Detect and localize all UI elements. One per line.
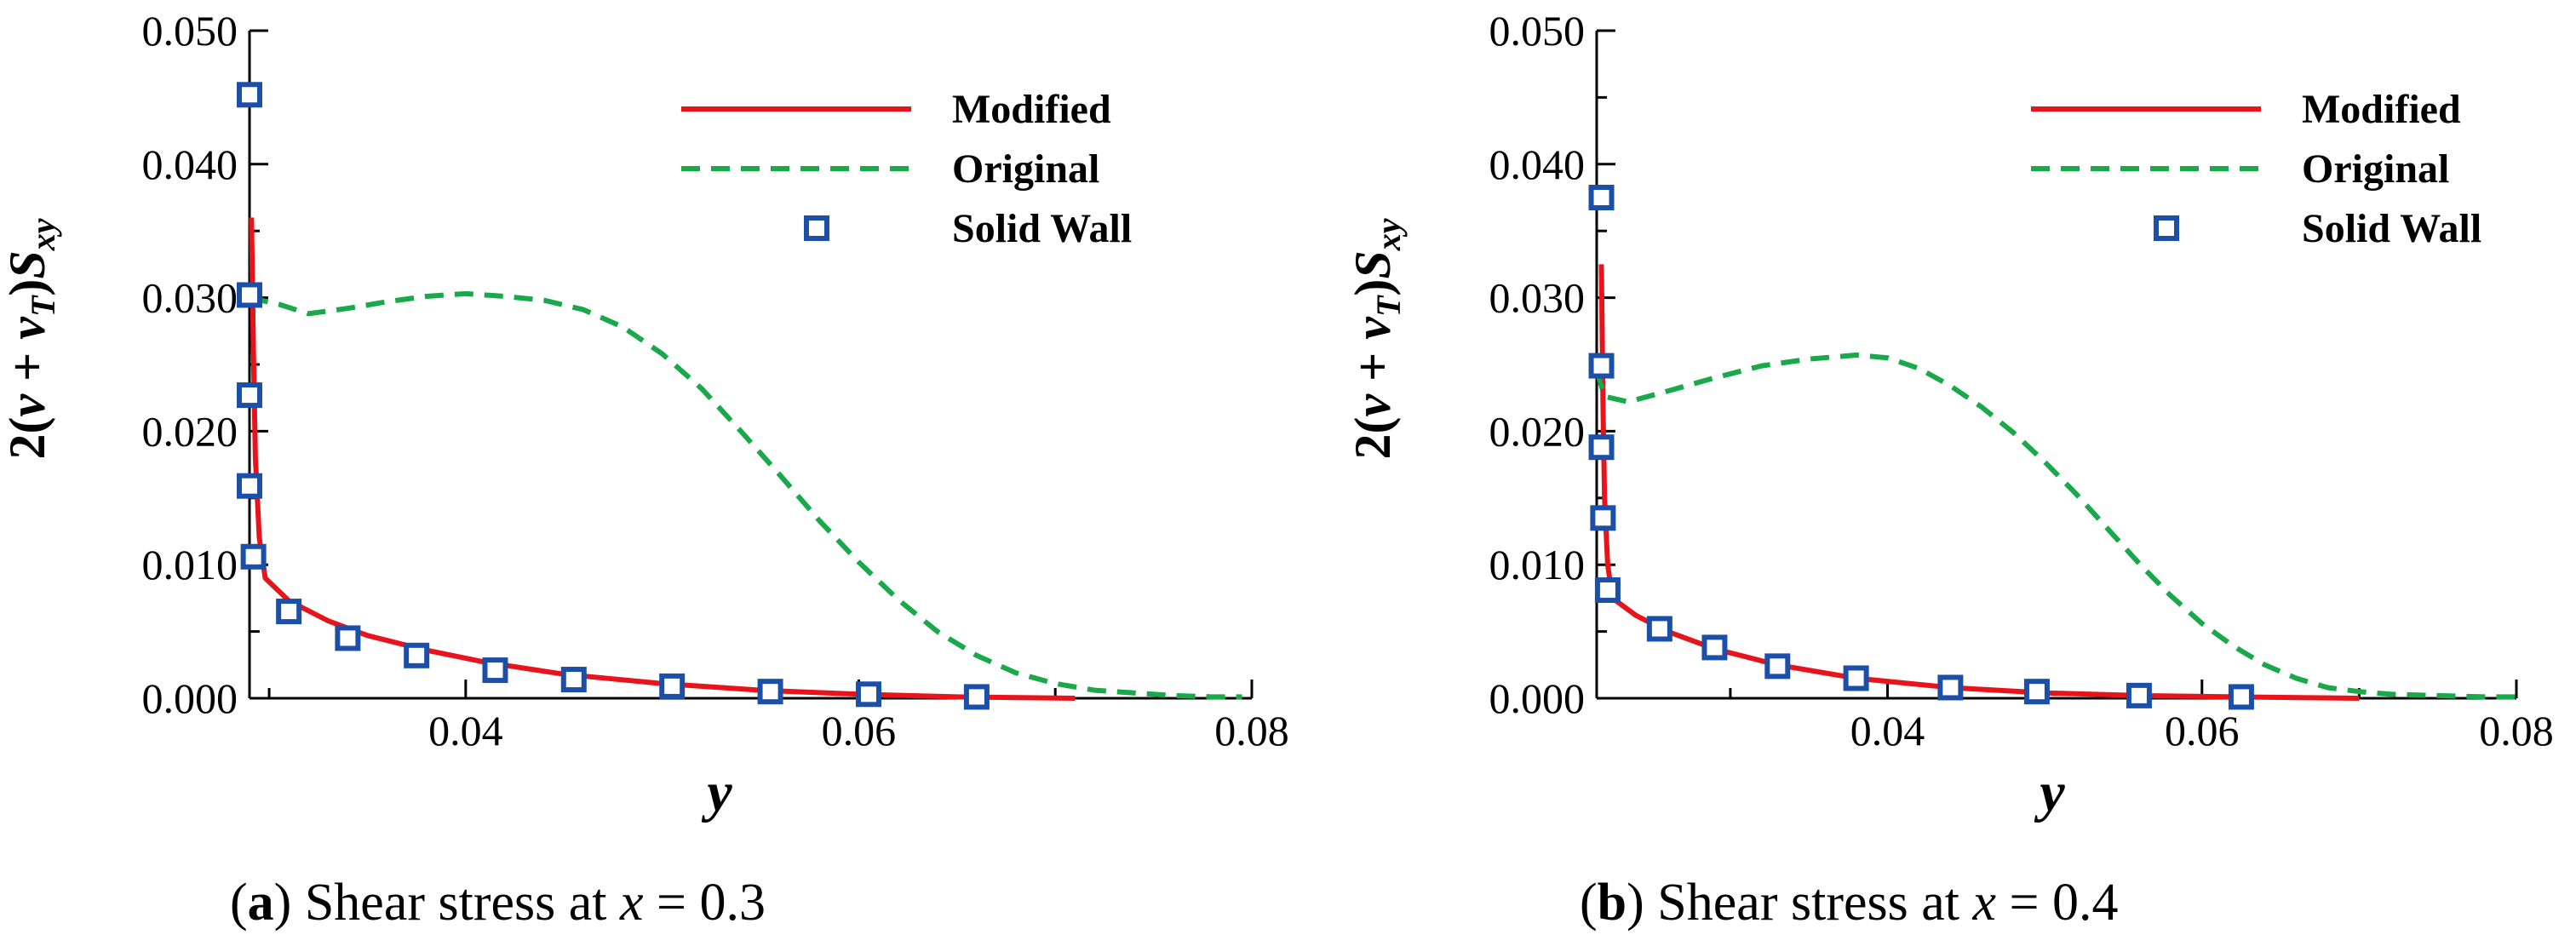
caption-open: (	[230, 874, 248, 932]
solid-wall-point	[855, 681, 881, 708]
solid-wall-point	[482, 657, 508, 684]
y-label-plus: +	[1345, 340, 1401, 394]
solid-wall-point	[237, 473, 262, 499]
y-label-s: S	[0, 250, 55, 278]
x-tick-label: 0.04	[1850, 707, 1925, 754]
panel-caption: (a) Shear stress at x = 0.3	[230, 874, 766, 932]
y-tick-label: 0.020	[1489, 407, 1586, 455]
caption-var: x	[619, 874, 644, 932]
x-axis-label: y	[701, 761, 732, 823]
x-tick-label: 0.06	[2165, 707, 2240, 754]
solid-wall-point	[1937, 674, 1964, 701]
legend-label: Solid Wall	[2302, 206, 2481, 251]
y-axis-label: 2(ν + νT)Sxy	[0, 218, 62, 459]
y-tick-label: 0.050	[1489, 7, 1586, 54]
y-tick-label: 0.010	[1489, 541, 1586, 588]
y-tick-label: 0.040	[1489, 141, 1586, 188]
caption-close: )	[1626, 874, 1644, 932]
solid-wall-point	[2228, 684, 2254, 710]
original-series-line	[249, 290, 1242, 700]
solid-wall-point	[1588, 353, 1615, 379]
y-label-nut-sub: T	[1369, 295, 1408, 317]
y-tick-label: 0.000	[142, 674, 238, 722]
y-tick-label: 0.000	[1489, 674, 1586, 722]
modified-series-line	[249, 217, 1076, 701]
solid-wall-point	[1590, 505, 1616, 531]
y-label-s: S	[1345, 250, 1401, 278]
y-axis-label: 2(ν + νT)Sxy	[1345, 218, 1408, 459]
x-axis-label: y	[2034, 761, 2065, 823]
x-tick-label: 0.06	[822, 707, 897, 754]
y-label-s-sub: xy	[24, 218, 62, 251]
y-label-close: )	[1345, 279, 1401, 296]
y-label-coef: 2(	[0, 417, 55, 460]
solid-wall-point	[276, 599, 302, 625]
caption-eq: = 0.4	[1996, 874, 2118, 932]
y-label-nut-sub: T	[24, 295, 62, 317]
legend-solid-wall-marker	[2154, 215, 2179, 241]
solid-wall-point	[1588, 185, 1615, 210]
caption-var: x	[1971, 874, 1996, 932]
solid-wall-point	[1594, 576, 1621, 603]
solid-wall-point	[1646, 616, 1672, 642]
solid-wall-point	[240, 543, 267, 570]
legend-solid-wall-marker	[804, 215, 829, 241]
caption-close: )	[274, 874, 292, 932]
y-tick-label: 0.030	[1489, 274, 1586, 322]
legend-label: Modified	[2302, 87, 2461, 132]
x-tick-label: 0.08	[1214, 707, 1289, 754]
y-label-nut: ν	[1345, 316, 1401, 340]
solid-wall-point	[237, 82, 262, 108]
solid-wall-point	[237, 382, 262, 409]
solid-wall-point	[1764, 653, 1791, 680]
caption-open: (	[1580, 874, 1598, 932]
caption-eq: = 0.3	[644, 874, 766, 932]
y-label-nu: ν	[1345, 393, 1401, 417]
solid-wall-point	[1701, 634, 1728, 661]
modified-series-line	[1598, 264, 2360, 701]
panel-caption: (b) Shear stress at x = 0.4	[1580, 874, 2118, 932]
solid-wall-point	[1843, 665, 1869, 691]
panel-a: 0.000 0.010 0.020 0.030 0.040 0.050 0.04 0.06 0.…	[0, 7, 1289, 932]
panel-b: 0.000 0.010 0.020 0.030 0.040 0.050 0.04 0.06 0.…	[1345, 7, 2554, 932]
legend-label: Original	[2302, 146, 2449, 192]
solid-wall-point	[963, 684, 990, 710]
solid-wall-point	[757, 679, 783, 705]
caption-text: Shear stress at	[1644, 874, 1973, 932]
y-tick-label: 0.050	[142, 7, 238, 54]
y-label-nut: ν	[0, 316, 55, 340]
y-tick-label: 0.020	[142, 407, 238, 455]
y-label-coef: 2(	[1345, 417, 1401, 460]
solid-wall-point	[2023, 679, 2050, 705]
solid-wall-point	[1588, 434, 1615, 461]
legend-label: Modified	[952, 87, 1111, 132]
y-tick-label: 0.030	[142, 274, 238, 322]
y-label-s-sub: xy	[1369, 218, 1408, 251]
legend-label: Original	[952, 146, 1099, 192]
y-label-nu: ν	[0, 393, 55, 417]
original-series-line	[1594, 353, 2516, 700]
x-tick-label: 0.04	[428, 707, 503, 754]
solid-wall-point	[560, 667, 587, 693]
solid-wall-point	[335, 625, 361, 651]
solid-wall-point	[237, 282, 262, 308]
y-label-close: )	[0, 279, 55, 296]
caption-letter: b	[1598, 874, 1626, 932]
legend-label: Solid Wall	[952, 206, 1132, 251]
y-tick-label: 0.010	[142, 541, 238, 588]
y-label-plus: +	[0, 340, 55, 394]
caption-letter: a	[248, 874, 274, 932]
solid-wall-point	[2126, 682, 2152, 708]
x-tick-label: 0.08	[2479, 707, 2554, 754]
y-tick-label: 0.040	[142, 141, 238, 188]
solid-wall-point	[404, 642, 430, 668]
caption-text: Shear stress at	[291, 874, 620, 932]
solid-wall-point	[659, 673, 686, 699]
